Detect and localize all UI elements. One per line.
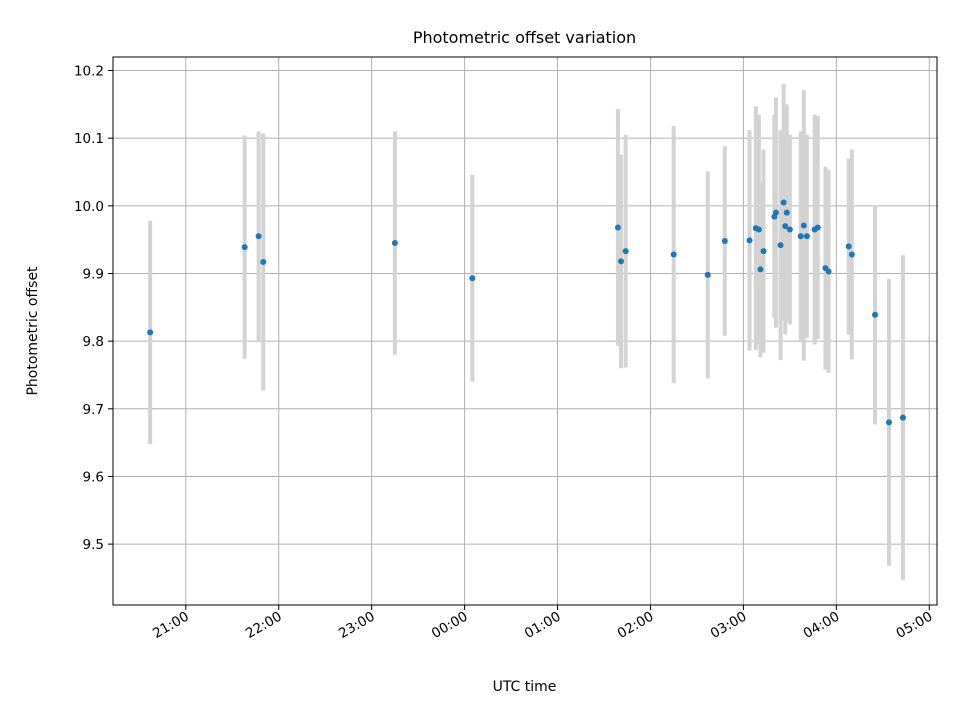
data-point: [746, 237, 753, 244]
data-point: [885, 419, 892, 426]
data-point: [614, 224, 621, 231]
data-point: [786, 226, 793, 233]
data-point: [721, 238, 728, 245]
data-point: [757, 266, 764, 273]
data-point: [147, 329, 154, 336]
data-point: [803, 233, 810, 240]
y-tick-label: 10.1: [74, 131, 104, 147]
data-point: [899, 414, 906, 421]
data-point: [670, 251, 677, 258]
data-point: [255, 233, 262, 240]
data-point: [845, 243, 852, 250]
chart-title: Photometric offset variation: [413, 28, 636, 47]
data-point: [782, 223, 789, 230]
y-tick-label: 9.9: [83, 266, 104, 282]
y-tick-label: 10.0: [74, 199, 104, 215]
y-tick-label: 10.2: [74, 64, 104, 80]
data-point: [780, 199, 787, 206]
y-tick-label: 9.8: [83, 334, 104, 350]
data-point: [777, 242, 784, 249]
y-axis-label: Photometric offset: [25, 266, 41, 396]
data-point: [760, 248, 767, 255]
data-point: [618, 258, 625, 265]
y-axis-ticks: 9.5 9.6 9.7 9.8 9.9 10.0 10.1 10.2: [74, 64, 113, 553]
data-point: [391, 240, 398, 247]
plot-frame: [112, 56, 938, 606]
data-point: [800, 222, 807, 229]
data-point: [825, 268, 832, 275]
data-point: [872, 311, 879, 318]
y-tick-label: 9.5: [83, 537, 104, 553]
data-point: [469, 275, 476, 282]
data-point: [848, 251, 855, 258]
y-tick-label: 9.6: [83, 469, 104, 485]
data-point: [797, 233, 804, 240]
data-point: [814, 224, 821, 231]
data-point: [260, 258, 267, 265]
data-point: [783, 209, 790, 216]
data-point: [704, 271, 711, 278]
data-point: [241, 244, 248, 251]
x-axis-label: UTC time: [493, 679, 557, 695]
data-point: [772, 209, 779, 216]
data-point: [755, 226, 762, 233]
y-tick-label: 9.7: [83, 402, 104, 418]
data-point: [622, 248, 629, 255]
data-points: [147, 199, 906, 426]
